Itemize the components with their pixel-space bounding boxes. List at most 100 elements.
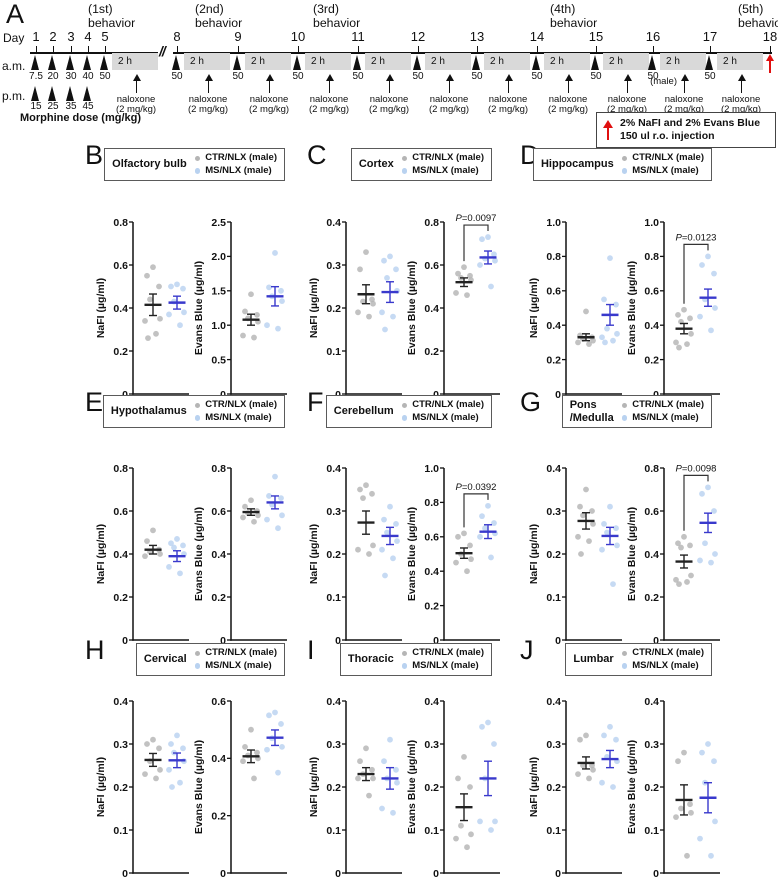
day-tick xyxy=(536,46,538,53)
am-dose-value: 50 xyxy=(471,70,483,82)
scatter-plot-nafi: NaFI (µg/ml) 0 0.1 0.2 0.3 0.4 xyxy=(308,217,402,401)
y-tick-label: 0.4 xyxy=(211,549,226,561)
behavior-label: (2nd) behavior xyxy=(195,2,242,30)
data-point-ctr xyxy=(678,805,684,812)
scatter-plot-evans-blue: Evans Blue (µg/ml) 0 0.1 0.2 0.3 0.4 xyxy=(626,696,720,880)
arrow-head xyxy=(737,74,746,81)
scatter-plot-nafi: NaFI (µg/ml) 0 0.2 0.4 0.6 0.8 xyxy=(95,463,189,647)
data-point-ms xyxy=(705,741,711,747)
data-point-ctr xyxy=(464,568,470,575)
panel-legend: CTR/NLX (male) MS/NLX (male) xyxy=(401,152,484,177)
data-point-ctr xyxy=(673,576,679,583)
legend-entry: CTR/NLX (male) xyxy=(621,647,704,660)
region-name: Hippocampus xyxy=(540,158,614,171)
mean-sem-ms xyxy=(266,729,284,747)
data-point-ctr xyxy=(370,775,376,782)
naloxone-label-line2: (2 mg/kg) xyxy=(487,104,529,115)
y-tick-label: 1.0 xyxy=(644,217,659,229)
am-dose-value: 30 xyxy=(65,70,77,82)
injection-note-box: 2% NaFI and 2% Evans Blue 150 ul r.o. in… xyxy=(596,112,776,148)
day-tick xyxy=(87,46,89,53)
y-tick-label: 1.0 xyxy=(211,320,226,332)
naloxone-label: naloxone (2 mg/kg) xyxy=(535,94,601,116)
y-tick-label: 0 xyxy=(122,868,128,880)
data-point-ctr xyxy=(355,309,361,316)
data-point-ctr xyxy=(147,296,153,303)
mean-sem-ms xyxy=(168,550,186,563)
mean-sem-ms xyxy=(479,760,497,797)
data-point-ctr xyxy=(251,518,257,525)
y-tick-label: 0.8 xyxy=(424,497,439,509)
y-axis-label: Evans Blue (µg/ml) xyxy=(406,507,418,601)
data-point-ms xyxy=(166,766,172,773)
naloxone-label-line1: naloxone xyxy=(607,93,647,105)
mean-sem-ms xyxy=(168,295,186,310)
data-point-ctr xyxy=(455,775,461,782)
data-point-ms xyxy=(601,732,607,739)
arrow-head xyxy=(385,74,394,81)
data-point-ctr xyxy=(577,503,583,510)
data-point-ctr xyxy=(575,339,581,346)
data-point-ms xyxy=(275,769,281,776)
data-point-ms xyxy=(174,536,180,542)
y-tick-label: 0.1 xyxy=(326,346,341,358)
legend-label: MS/NLX (male) xyxy=(632,411,699,423)
y-tick-label: 0.2 xyxy=(424,346,439,358)
am-row-label: a.m. xyxy=(2,59,26,73)
region-name: Cervical xyxy=(143,653,187,666)
naloxone-arrow xyxy=(564,74,574,93)
panel-d: D Hippocampus CTR/NLX (male) MS/NLX (male) N… xyxy=(508,140,720,401)
y-tick-label: 0 xyxy=(653,868,659,880)
mean-sem-ctr xyxy=(357,510,375,535)
arrow-head xyxy=(623,74,632,81)
day-tick xyxy=(595,46,597,53)
scatter-plot-nafi: NaFI (µg/ml) 0 0.1 0.2 0.3 0.4 xyxy=(95,696,189,880)
data-point-ctr xyxy=(681,306,687,313)
naloxone-label-line1: naloxone xyxy=(188,93,228,105)
data-point-ctr xyxy=(240,332,246,339)
legend-label: CTR/NLX (male) xyxy=(205,399,277,410)
naloxone-label: naloxone (2 mg/kg) xyxy=(708,94,774,116)
legend-entry: MS/NLX (male) xyxy=(621,165,704,178)
data-point-ms xyxy=(610,581,616,587)
data-point-ms xyxy=(180,285,186,292)
mean-sem-ctr xyxy=(455,277,473,288)
y-tick-label: 0 xyxy=(555,868,561,880)
y-tick-label: 0.8 xyxy=(424,217,439,229)
am-dose-value: 50 xyxy=(590,70,602,82)
naloxone-label-line1: naloxone xyxy=(309,93,349,105)
legend-label: CTR/NLX (male) xyxy=(632,399,704,410)
y-tick-label: 0.2 xyxy=(424,600,439,612)
data-point-ms xyxy=(384,529,390,536)
region-name: Lumbar xyxy=(573,653,614,666)
behavior-label: (4th) behavior xyxy=(550,2,597,30)
data-point-ms xyxy=(390,809,396,816)
two-hour-window: 2 h xyxy=(484,53,530,70)
two-hour-window: 2 h xyxy=(184,53,230,70)
data-point-ctr xyxy=(363,482,369,489)
scatter-plot-evans-blue: Evans Blue (µg/ml) 0 0.2 0.4 0.6 0.8 P=0.0097 xyxy=(406,213,500,401)
data-point-ms xyxy=(264,516,270,523)
am-dose-marker xyxy=(172,55,180,70)
legend-entry: MS/NLX (male) xyxy=(401,412,484,425)
panel-title-box: Cerebellum CTR/NLX (male) MS/NLX (male) xyxy=(325,395,492,428)
pm-dose-value: 45 xyxy=(82,101,94,112)
data-point-ms xyxy=(604,529,610,536)
mean-sem-ms xyxy=(601,526,619,546)
naloxone-label-line2: (2 mg/kg) xyxy=(308,104,350,115)
y-tick-label: 0.5 xyxy=(211,354,226,366)
legend-entry: MS/NLX (male) xyxy=(194,660,277,673)
data-point-ctr xyxy=(242,308,248,315)
am-dose-marker xyxy=(48,55,56,70)
panel-title-box: Hippocampus CTR/NLX (male) MS/NLX (male) xyxy=(532,148,712,181)
data-point-ctr xyxy=(673,339,679,346)
data-point-ms xyxy=(708,327,714,334)
panel-letter: E xyxy=(85,387,104,417)
naloxone-label: naloxone (2 mg/kg) xyxy=(103,94,169,116)
data-point-ms xyxy=(387,503,393,510)
y-tick-label: 0.2 xyxy=(113,592,128,604)
region-name: Cerebellum xyxy=(333,405,394,418)
panel-letter: F xyxy=(307,387,324,417)
data-point-ctr xyxy=(142,318,148,324)
data-point-ms xyxy=(599,334,605,341)
